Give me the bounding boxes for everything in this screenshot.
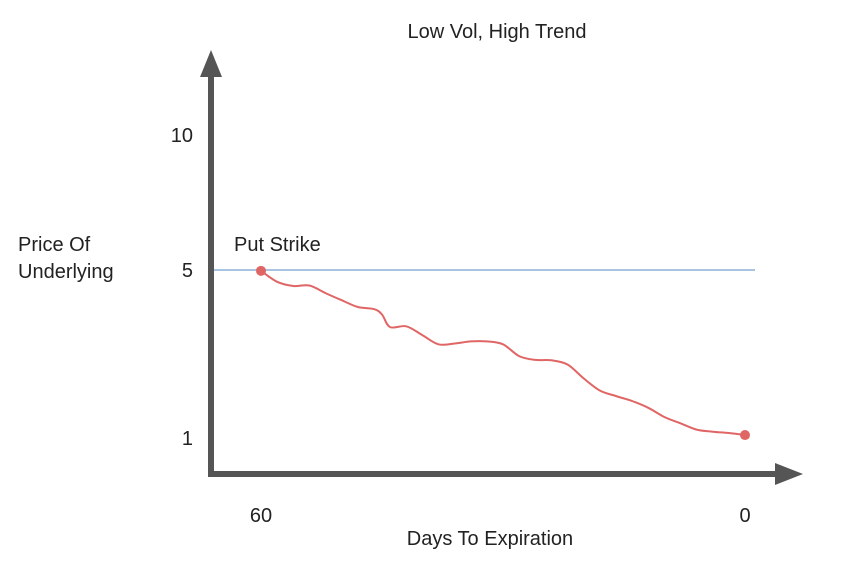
x-ticks: 60 0 — [250, 505, 751, 527]
y-tick-label: 1 — [182, 428, 193, 450]
series-line — [260, 269, 746, 437]
x-axis-arrow-icon — [775, 463, 803, 485]
y-axis-arrow-icon — [200, 50, 222, 77]
series-start-point — [256, 265, 266, 276]
y-tick-label: 10 — [171, 125, 193, 147]
x-tick-label: 60 — [250, 505, 272, 527]
series-end-point — [740, 430, 750, 441]
y-tick-label: 5 — [182, 260, 193, 282]
y-axis-label-line1: Price Of — [18, 234, 91, 256]
x-axis-label: Days To Expiration — [407, 528, 573, 550]
y-ticks: 10 5 1 — [171, 125, 193, 450]
chart-title: Low Vol, High Trend — [408, 21, 587, 43]
y-axis-label-line2: Underlying — [18, 261, 114, 283]
put-strike-label: Put Strike — [234, 234, 321, 256]
x-tick-label: 0 — [739, 505, 750, 527]
series-layer — [256, 265, 750, 441]
